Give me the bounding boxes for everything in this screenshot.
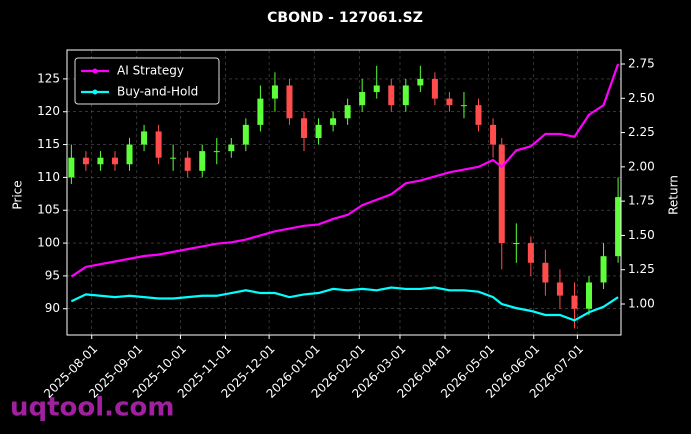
candle-body <box>111 157 118 165</box>
candle-body <box>586 282 593 309</box>
candle-body <box>68 157 75 178</box>
candle-body <box>417 78 424 86</box>
candle-body <box>556 282 563 296</box>
candle-body <box>184 157 191 171</box>
y-tick-label: 120 <box>37 104 60 118</box>
y-tick-label: 110 <box>37 170 60 184</box>
watermark: uqtool.com <box>10 393 174 423</box>
y2-tick-label: 1.25 <box>628 262 655 276</box>
candle-body <box>615 197 622 257</box>
candle-body <box>475 105 482 125</box>
candle-body <box>498 144 505 244</box>
legend-label: AI Strategy <box>117 64 184 78</box>
candle-body <box>359 92 366 106</box>
y2-tick-label: 1.00 <box>628 297 655 311</box>
candle-body <box>213 151 220 153</box>
candle-body <box>388 85 395 106</box>
y2-tick-label: 2.25 <box>628 125 655 139</box>
candle-body <box>126 144 133 165</box>
y2-tick-label: 1.75 <box>628 194 655 208</box>
candle-body <box>600 256 607 283</box>
legend-marker <box>92 89 98 95</box>
candle-body <box>242 124 249 145</box>
candle-body <box>155 131 162 158</box>
candle-body <box>571 295 578 309</box>
candle-body <box>402 85 409 106</box>
legend-label: Buy-and-Hold <box>117 85 198 99</box>
candle-body <box>446 98 453 106</box>
legend-box <box>74 57 220 105</box>
candle-body <box>97 157 104 165</box>
y-tick-label: 105 <box>37 203 60 217</box>
y-tick-label: 115 <box>37 137 60 151</box>
candle-body <box>490 124 497 145</box>
candle-body <box>199 151 206 171</box>
y-tick-label: 90 <box>45 301 60 315</box>
candle-body <box>344 105 351 119</box>
candle-body <box>431 78 438 99</box>
y2-tick-label: 2.75 <box>628 56 655 70</box>
chart-title: CBOND - 127061.SZ <box>267 10 423 26</box>
y-axis-label: Price <box>11 180 25 209</box>
legend-marker <box>92 68 98 74</box>
candle-body <box>257 98 264 125</box>
return-line <box>70 286 619 322</box>
y2-tick-label: 2.50 <box>628 91 655 105</box>
candle-body <box>373 85 380 93</box>
candle-body <box>286 85 293 119</box>
y-tick-label: 125 <box>37 71 60 85</box>
y2-tick-label: 2.00 <box>628 159 655 173</box>
candle-body <box>301 118 308 138</box>
plot-area <box>67 50 622 335</box>
candle-body <box>527 243 534 263</box>
y2-axis-label: Return <box>667 175 681 215</box>
candle-body <box>542 262 549 283</box>
candle-body <box>141 131 148 145</box>
candle-body <box>330 118 337 125</box>
candle-body <box>82 157 89 165</box>
candle-body <box>513 243 520 245</box>
return-line <box>70 63 620 278</box>
candle-body <box>228 144 235 152</box>
y2-tick-label: 1.50 <box>628 228 655 242</box>
plot-frame <box>66 49 622 336</box>
candle-body <box>170 157 177 159</box>
y-tick-label: 95 <box>45 268 60 282</box>
y-tick-label: 100 <box>37 236 60 250</box>
candle-body <box>271 85 278 99</box>
candle-body <box>460 105 467 107</box>
candle-body <box>315 124 322 138</box>
